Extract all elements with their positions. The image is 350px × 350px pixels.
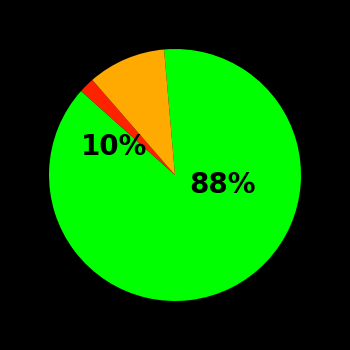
- Wedge shape: [92, 49, 175, 175]
- Wedge shape: [81, 80, 175, 175]
- Text: 10%: 10%: [81, 133, 148, 161]
- Wedge shape: [49, 49, 301, 301]
- Text: 88%: 88%: [190, 171, 256, 199]
